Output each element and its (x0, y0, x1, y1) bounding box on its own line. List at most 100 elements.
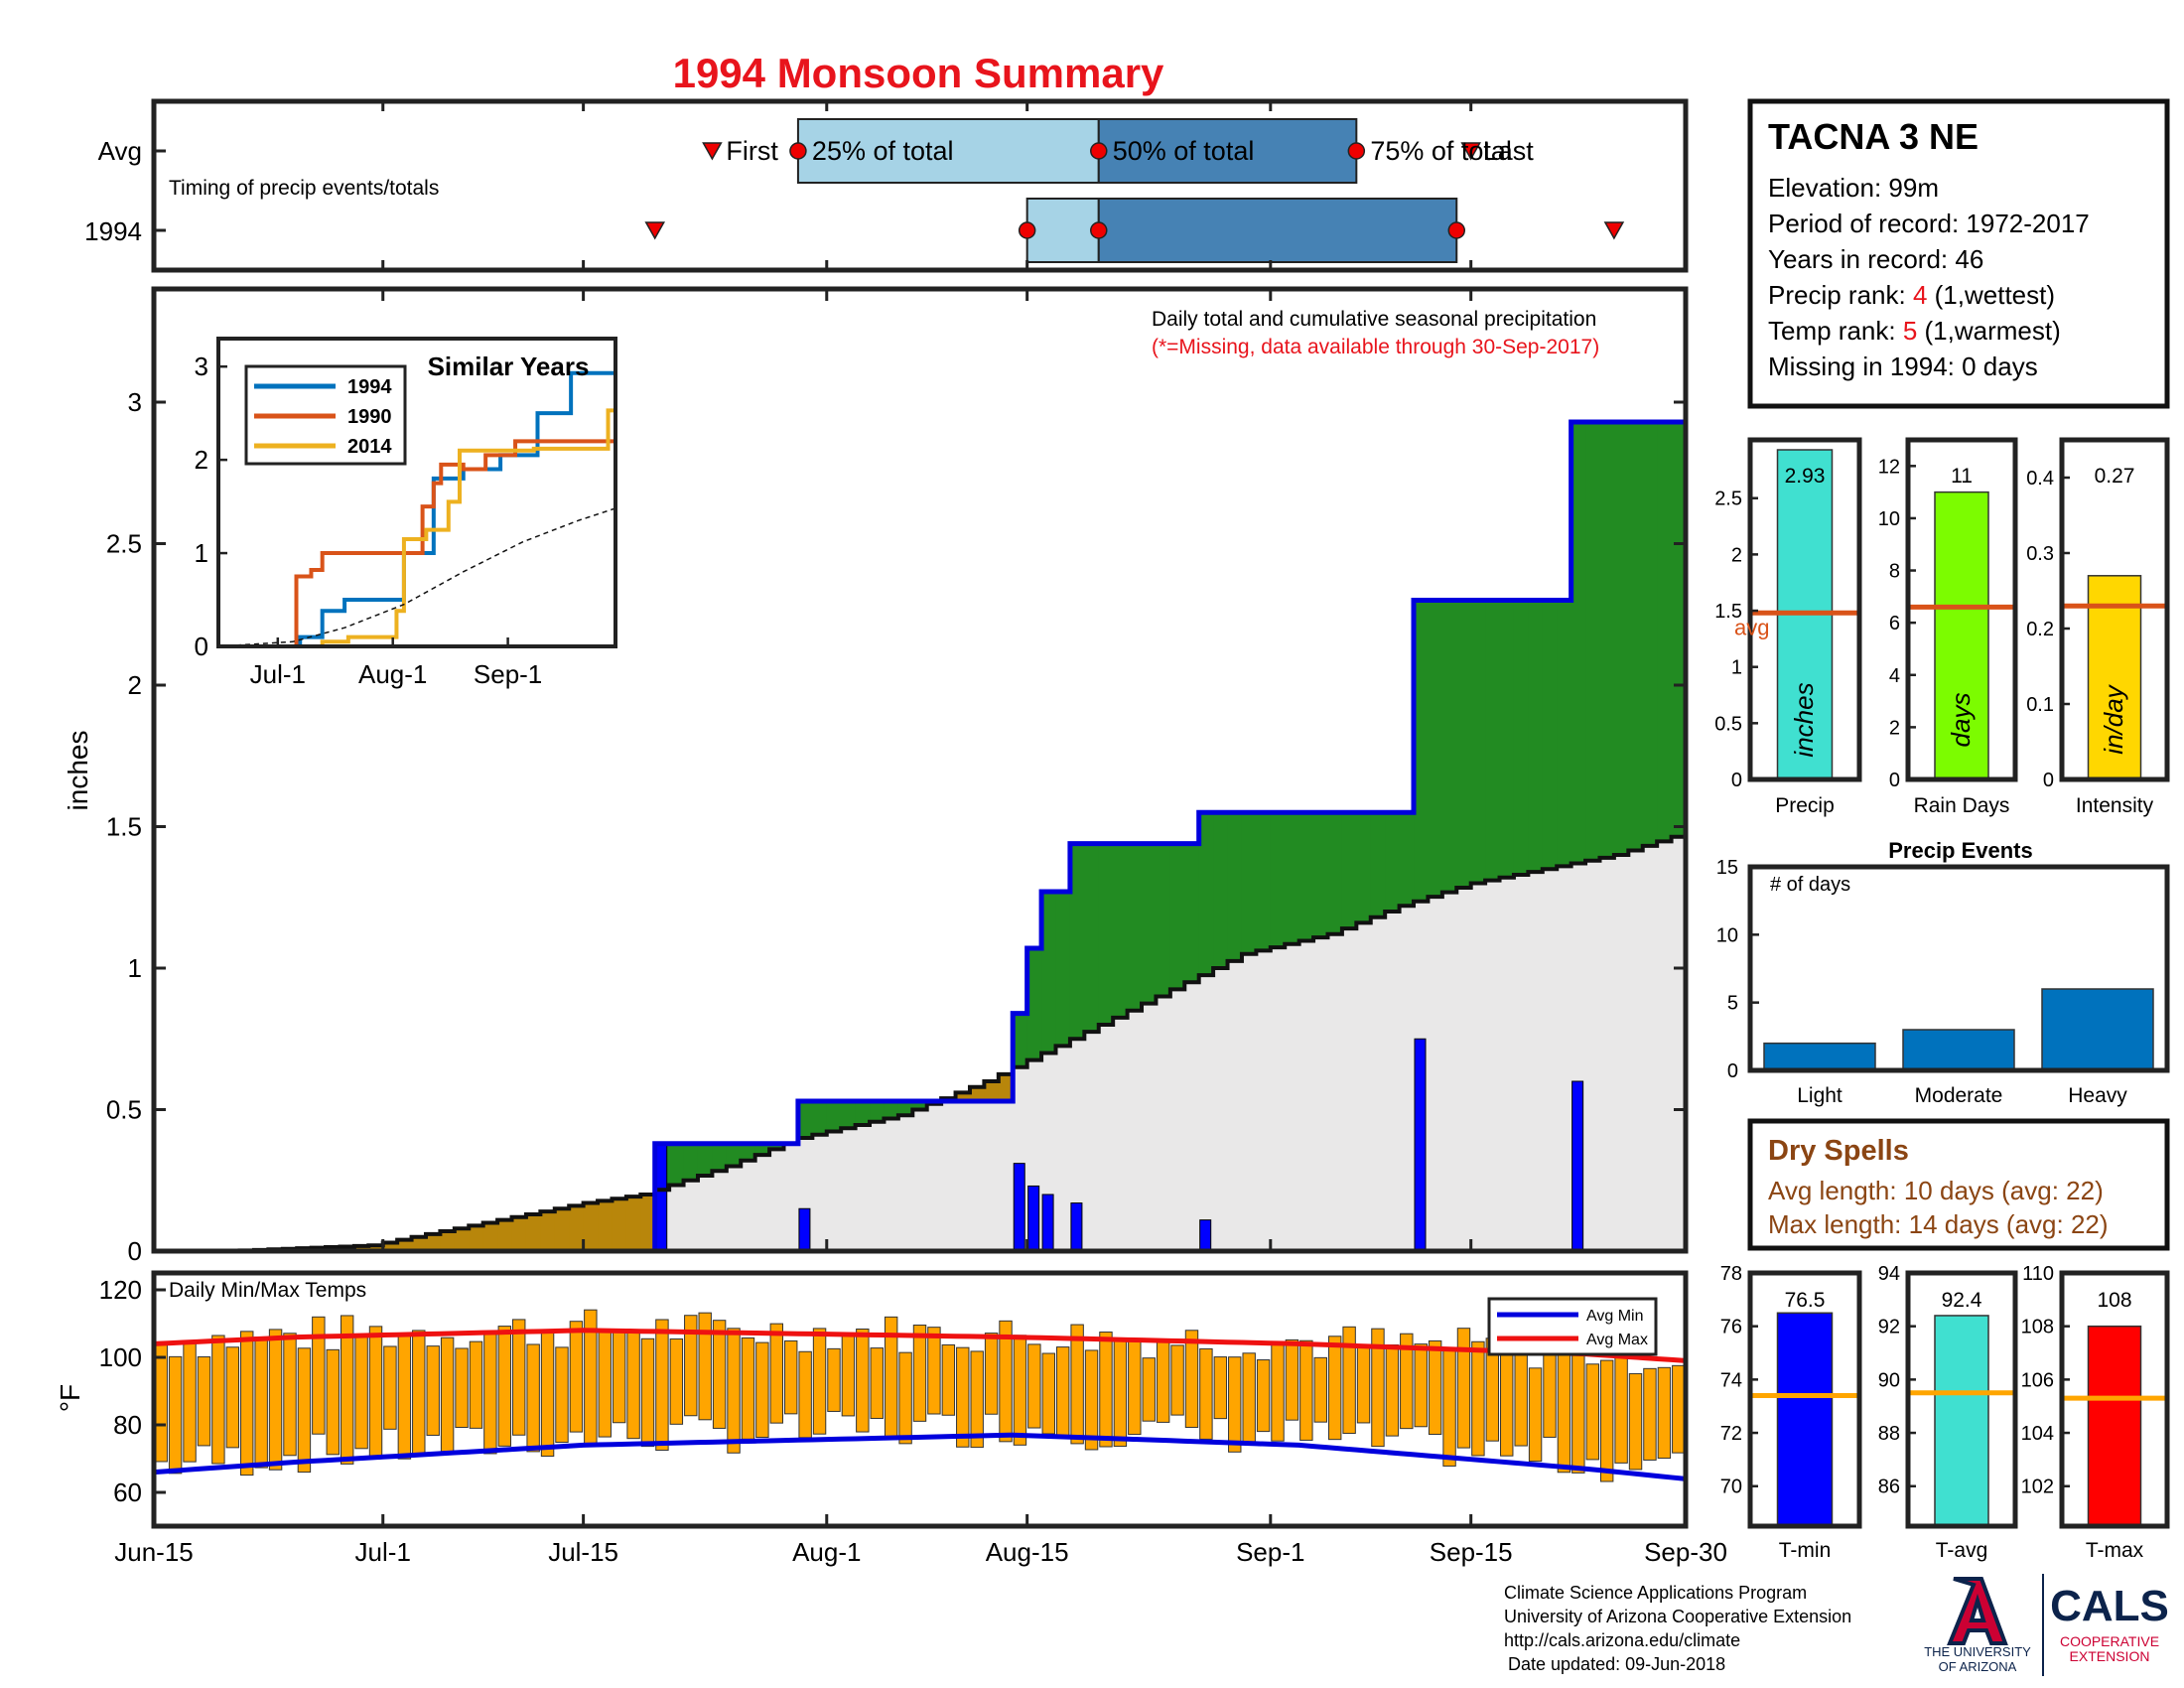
daily-temp-bar (1128, 1337, 1142, 1436)
below-avg-fill (640, 1195, 656, 1251)
temp-title: Daily Min/Max Temps (169, 1279, 366, 1302)
above-avg-fill (754, 1143, 770, 1156)
rain-days-unit: days (1946, 693, 1976, 748)
daily-precip-bar (1414, 1038, 1427, 1252)
below-avg-fill (469, 1225, 484, 1251)
tavg-y-tick-label: 86 (1878, 1477, 1900, 1498)
precip-y-tick-label: 0.5 (1714, 713, 1742, 735)
below-avg-fill (612, 1198, 627, 1251)
station-temp-rank: Temp rank: 5 (1,warmest) (1768, 316, 2061, 346)
above-avg-fill (1628, 421, 1644, 851)
ua-a-mark-icon (1947, 1577, 2008, 1645)
temp-y-tick-label: 60 (113, 1477, 142, 1507)
precip-avg-label: avg (1734, 615, 1769, 639)
precip-value: 2.93 (1785, 465, 1826, 488)
below-avg-fill (525, 1213, 541, 1251)
daily-temp-bar (1628, 1372, 1643, 1471)
daily-temp-bar (1442, 1348, 1456, 1467)
timing-box-50-75 (1097, 118, 1358, 184)
precip-areas (154, 419, 1688, 1254)
inset-line-1994 (218, 370, 615, 648)
daily-temp-bar (526, 1343, 540, 1453)
daily-temp-bar (927, 1327, 941, 1415)
daily-temp-bar (1385, 1344, 1400, 1437)
daily-temp-bar (1557, 1343, 1571, 1474)
above-avg-fill (1213, 812, 1229, 968)
inset-line-1990 (218, 439, 615, 648)
inset-y-tick-label: 2 (195, 445, 208, 475)
below-avg-fill (353, 1245, 369, 1251)
timing-row-label-avg: Avg (98, 136, 142, 166)
above-avg-fill (1327, 812, 1343, 934)
inset-legend: 1994 1990 2014 (244, 364, 407, 466)
daily-precip-bar (1070, 1202, 1083, 1252)
above-avg-fill (1069, 843, 1085, 1040)
timing-triangle (1460, 142, 1481, 161)
season-x-tick-labels: Jun-15 Jul-1 Jul-15 Aug-1 Aug-15 Sep-1 Sep-15 S… (114, 1537, 1727, 1567)
daily-temp-bar (1543, 1350, 1557, 1438)
temp-rank-value: 5 (1903, 316, 1917, 346)
below-avg-fill (984, 1081, 1000, 1101)
rain-days-label: Rain Days (1914, 794, 2010, 817)
intensity-unit: in/day (2099, 683, 2128, 754)
temp-panel-frame (151, 1270, 1689, 1529)
timing-box-25-50 (796, 118, 1100, 184)
timing-marks: First 25% of total 50% of total 75% of tota… (152, 101, 1688, 270)
daily-temp-bar (412, 1330, 426, 1455)
daily-temp-bar (555, 1346, 569, 1444)
below-avg-fill (511, 1216, 527, 1251)
daily-temp-bar (469, 1340, 483, 1429)
events-y-tick-label: 5 (1727, 993, 1738, 1015)
daily-temp-bar (1213, 1356, 1228, 1420)
tavg-frame (1905, 1270, 2018, 1529)
inset-x-tick-label: Sep-1 (474, 659, 542, 689)
daily-temp-bar (1428, 1339, 1442, 1436)
daily-temp-bar (1256, 1359, 1271, 1433)
above-avg-fill (1256, 812, 1272, 951)
daily-temp-bar (698, 1312, 712, 1421)
rain-days-y-tick-label: 6 (1889, 613, 1900, 634)
inset-line-2014 (218, 408, 615, 648)
rain-days-value: 11 (1951, 465, 1973, 488)
daily-temp-bar (1400, 1333, 1414, 1430)
above-avg-fill (769, 1143, 785, 1150)
tmax-value: 108 (2097, 1289, 2131, 1312)
tmin-bar (1776, 1312, 1834, 1527)
daily-temp-bar (812, 1328, 827, 1435)
tmin-y-tick-label: 74 (1720, 1369, 1742, 1391)
rain-days-panel: 0 2 4 6 8 10 12 11 days Rain Days (1878, 437, 2018, 817)
below-avg-fill (969, 1086, 985, 1101)
x-tick-label: Aug-15 (986, 1537, 1069, 1567)
above-avg-fill (1414, 600, 1430, 902)
daily-temp-bar (1371, 1328, 1385, 1448)
station-info: TACNA 3 NE Elevation: 99m Period of reco… (1747, 98, 2170, 409)
x-tick-label: Jul-15 (548, 1537, 618, 1567)
timing-label-50: 50% of total (1113, 136, 1255, 166)
daily-temp-bar (870, 1347, 884, 1419)
above-avg-fill (1485, 600, 1501, 881)
intensity-y-tick-label: 0.2 (2026, 619, 2054, 640)
daily-temp-bar (183, 1341, 197, 1463)
temp-ylabel: °F (55, 1384, 85, 1412)
daily-temp-bar (755, 1341, 769, 1439)
daily-temp-bar (712, 1320, 727, 1429)
timing-dot (1447, 221, 1466, 239)
precip-ylabel: inches (63, 731, 93, 811)
timing-box-25-50 (1025, 198, 1100, 263)
above-avg-fill (1285, 812, 1300, 944)
station-info-frame (1747, 98, 2170, 409)
intensity-y-tick-label: 0.3 (2026, 543, 2054, 565)
above-avg-fill (1428, 600, 1443, 898)
events-frame (1747, 864, 2170, 1073)
above-avg-fill (1499, 600, 1515, 878)
below-avg-fill (482, 1222, 498, 1251)
daily-temp-bar (827, 1347, 841, 1412)
footer-line-3: http://cals.arizona.edu/climate (1504, 1630, 1740, 1650)
daily-temp-bar (1657, 1366, 1672, 1460)
daily-temp-bar (340, 1315, 354, 1465)
dry-spells-max: Max length: 14 days (avg: 22) (1768, 1209, 2109, 1239)
above-avg-fill (1227, 812, 1243, 961)
ua-name-line-2: OF ARIZONA (1939, 1659, 2017, 1674)
daily-temp-bar (326, 1348, 340, 1456)
tmin-y-tick-label: 70 (1720, 1477, 1742, 1498)
